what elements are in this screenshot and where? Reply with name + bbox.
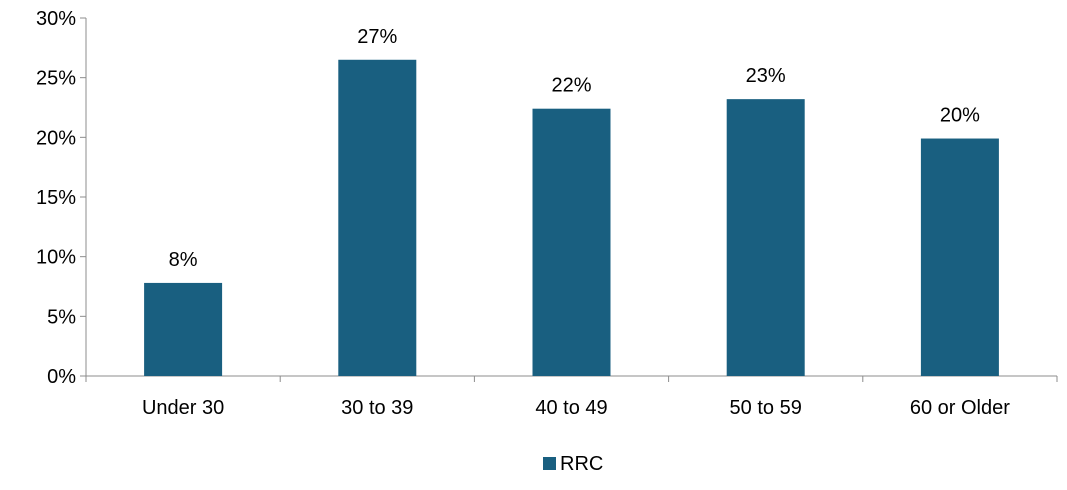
x-tick-label: Under 30: [142, 397, 224, 419]
y-tick-label: 30%: [36, 8, 76, 30]
data-label: 23%: [746, 65, 786, 87]
data-label: 20%: [940, 105, 980, 127]
y-tick-label: 15%: [36, 187, 76, 209]
x-tick-label: 30 to 39: [341, 397, 413, 419]
data-label: 27%: [357, 26, 397, 48]
bar-50-to-59: [727, 99, 805, 376]
y-tick-label: 25%: [36, 68, 76, 90]
legend-swatch: [543, 457, 556, 470]
x-tick-label: 50 to 59: [730, 397, 802, 419]
x-tick-label: 60 or Older: [910, 397, 1010, 419]
y-tick-label: 5%: [47, 306, 76, 328]
y-tick-label: 0%: [47, 366, 76, 388]
x-tick-label: 40 to 49: [535, 397, 607, 419]
bar-60-or-older: [921, 139, 999, 376]
data-label: 8%: [169, 249, 198, 271]
y-tick-label: 20%: [36, 127, 76, 149]
y-tick-label: 10%: [36, 247, 76, 269]
bar-40-to-49: [533, 109, 611, 376]
data-label: 22%: [551, 75, 591, 97]
bar-30-to-39: [338, 60, 416, 376]
bar-under-30: [144, 283, 222, 376]
legend-label: RRC: [560, 453, 603, 475]
